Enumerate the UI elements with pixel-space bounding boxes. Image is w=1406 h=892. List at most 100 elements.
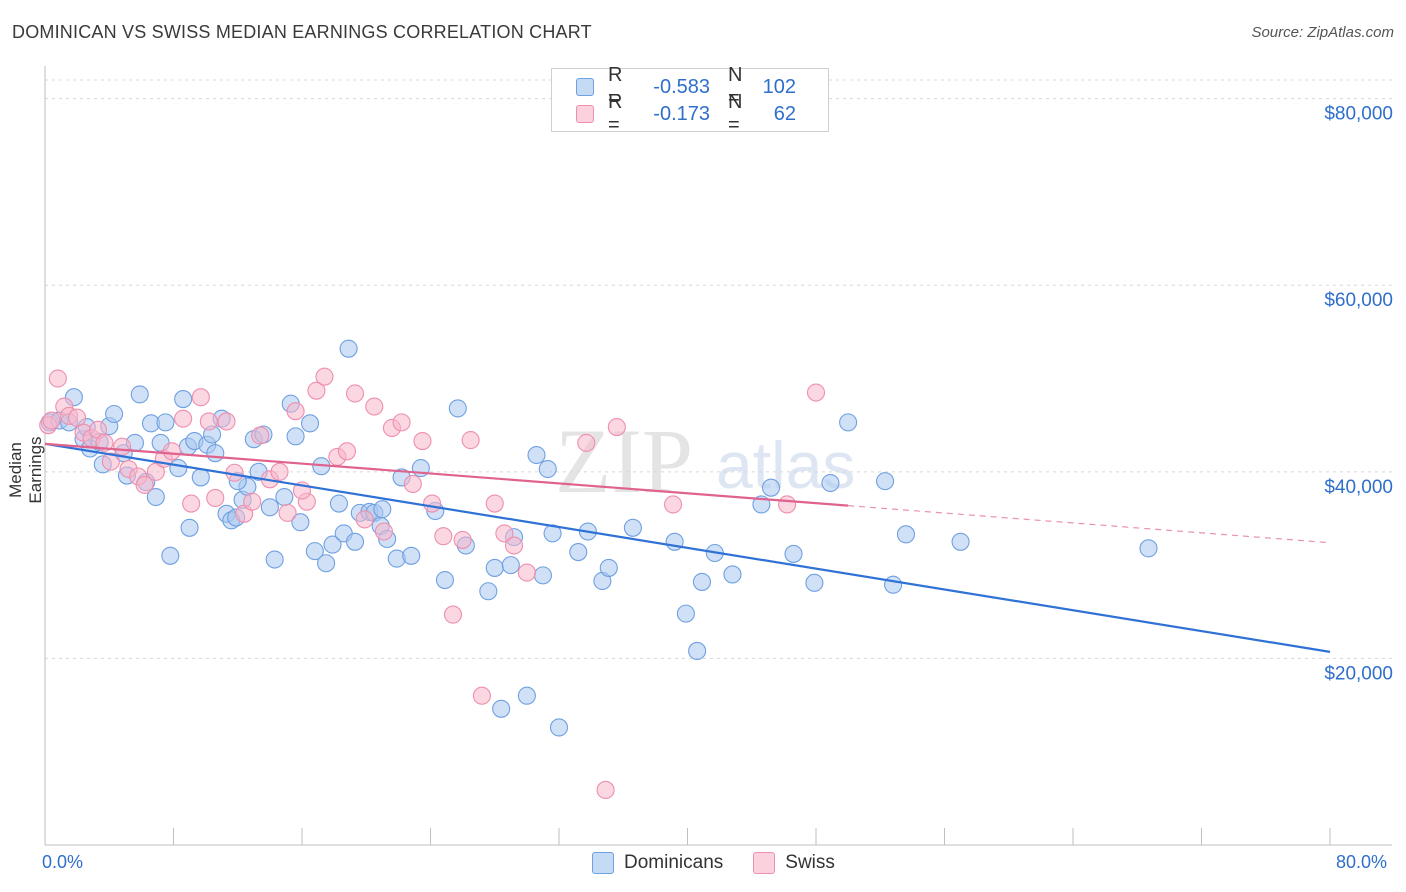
dominicans-point bbox=[876, 472, 895, 491]
dominicans-point bbox=[265, 550, 284, 569]
series-label-swiss: Swiss bbox=[785, 852, 835, 873]
dominicans-point bbox=[146, 487, 165, 507]
swiss-trendline-extension bbox=[848, 505, 1331, 544]
swiss-point bbox=[461, 431, 480, 450]
swiss-point bbox=[345, 384, 365, 403]
swiss-point bbox=[199, 412, 218, 431]
legend-n-value: 102 bbox=[762, 75, 796, 98]
dominicans-point bbox=[156, 413, 175, 432]
swiss-point bbox=[146, 462, 165, 481]
swiss-point bbox=[453, 530, 472, 549]
dominicans-point bbox=[191, 468, 210, 487]
chart-source: Source: ZipAtlas.com bbox=[1251, 24, 1394, 41]
dominicans-point bbox=[805, 573, 824, 592]
swiss-point bbox=[251, 426, 270, 445]
series-label-dominicans: Dominicans bbox=[624, 852, 724, 873]
dominicans-point bbox=[286, 427, 305, 446]
dominicans-point bbox=[169, 459, 188, 478]
dominicans-point bbox=[329, 494, 348, 513]
swiss-point bbox=[101, 452, 120, 471]
dominicans-point bbox=[161, 546, 180, 565]
series-legend-swiss: Swiss bbox=[753, 852, 835, 874]
legend-r-label: R = bbox=[608, 91, 623, 136]
swiss-point bbox=[182, 494, 201, 513]
swiss-point bbox=[392, 413, 411, 432]
swiss-point bbox=[434, 527, 453, 546]
swiss-point bbox=[355, 510, 374, 529]
dominicans-point bbox=[538, 459, 557, 479]
dominicans-point bbox=[896, 525, 916, 544]
swiss-point bbox=[191, 388, 210, 407]
dominicans-point bbox=[688, 641, 707, 661]
legend-n-label: N = bbox=[728, 91, 743, 136]
dominicans-point bbox=[543, 524, 562, 543]
swiss-point bbox=[68, 408, 87, 427]
dominicans-point bbox=[373, 500, 392, 519]
dominicans-point bbox=[821, 473, 840, 493]
legend-swatch-dominicans bbox=[576, 78, 594, 96]
swiss-point bbox=[162, 442, 181, 461]
dominicans-point bbox=[761, 478, 781, 497]
dominicans-point bbox=[676, 604, 695, 623]
swiss-point bbox=[443, 605, 463, 624]
swiss-point bbox=[596, 780, 615, 800]
swiss-point bbox=[217, 412, 236, 431]
y-tick-label: $40,000 bbox=[1324, 477, 1393, 498]
swiss-point bbox=[403, 474, 422, 494]
dominicans-point bbox=[105, 404, 124, 424]
y-tick-label: $20,000 bbox=[1324, 663, 1393, 684]
swiss-point bbox=[607, 417, 626, 437]
dominicans-trendline bbox=[44, 442, 1331, 653]
dominicans-point bbox=[448, 399, 467, 418]
y-tick-label: $80,000 bbox=[1324, 104, 1393, 125]
swiss-point bbox=[485, 494, 504, 513]
swiss-trendline bbox=[44, 442, 849, 507]
legend-r-label: R = bbox=[608, 64, 623, 109]
dominicans-point bbox=[839, 413, 858, 432]
legend-r-value: -0.583 bbox=[653, 75, 710, 98]
swiss-point bbox=[374, 522, 393, 541]
swiss-point bbox=[504, 536, 524, 555]
dominicans-point bbox=[623, 518, 642, 537]
swiss-point bbox=[577, 433, 596, 452]
dominicans-point bbox=[260, 498, 279, 517]
swiss-point bbox=[495, 524, 514, 543]
dominicans-point bbox=[174, 390, 193, 409]
swiss-point bbox=[472, 686, 491, 705]
y-axis-label: Median Earnings bbox=[6, 436, 45, 504]
swiss-point bbox=[778, 495, 797, 514]
dominicans-point bbox=[533, 566, 552, 585]
dominicans-point bbox=[599, 558, 618, 577]
dominicans-point bbox=[501, 556, 520, 575]
swiss-point bbox=[206, 488, 225, 508]
swiss-point bbox=[113, 437, 132, 456]
dominicans-point bbox=[549, 718, 569, 737]
swiss-point bbox=[42, 411, 61, 430]
swiss-point bbox=[663, 495, 683, 514]
swiss-point bbox=[517, 563, 536, 582]
dominicans-point bbox=[951, 532, 970, 551]
legend-row-swiss: R = -0.173 N = 62 bbox=[576, 91, 796, 136]
x-tick-max: 80.0% bbox=[1336, 852, 1388, 872]
dominicans-point bbox=[305, 542, 324, 561]
swiss-point bbox=[270, 462, 289, 481]
dominicans-point bbox=[435, 570, 455, 590]
dominicans-point bbox=[180, 518, 199, 537]
dominicans-point bbox=[345, 532, 365, 551]
dominicans-point bbox=[317, 554, 336, 573]
legend-n-label: N = bbox=[728, 64, 743, 109]
legend-swatch-swiss bbox=[576, 105, 594, 123]
swiss-point bbox=[307, 381, 326, 400]
dominicans-point bbox=[517, 686, 536, 705]
swiss-point bbox=[413, 431, 432, 451]
dominicans-point bbox=[479, 582, 498, 601]
swiss-point bbox=[286, 402, 305, 421]
dominicans-point bbox=[884, 575, 903, 594]
series-legend-dominicans: Dominicans bbox=[592, 852, 723, 874]
series-legend: Dominicans Swiss bbox=[592, 852, 865, 874]
swiss-point bbox=[243, 492, 262, 511]
swiss-point bbox=[135, 475, 154, 494]
dominicans-point bbox=[569, 543, 588, 562]
series-swatch-dominicans bbox=[592, 852, 614, 874]
stats-legend: R = -0.583 N = 102 R = -0.173 N = 62 bbox=[551, 64, 829, 136]
